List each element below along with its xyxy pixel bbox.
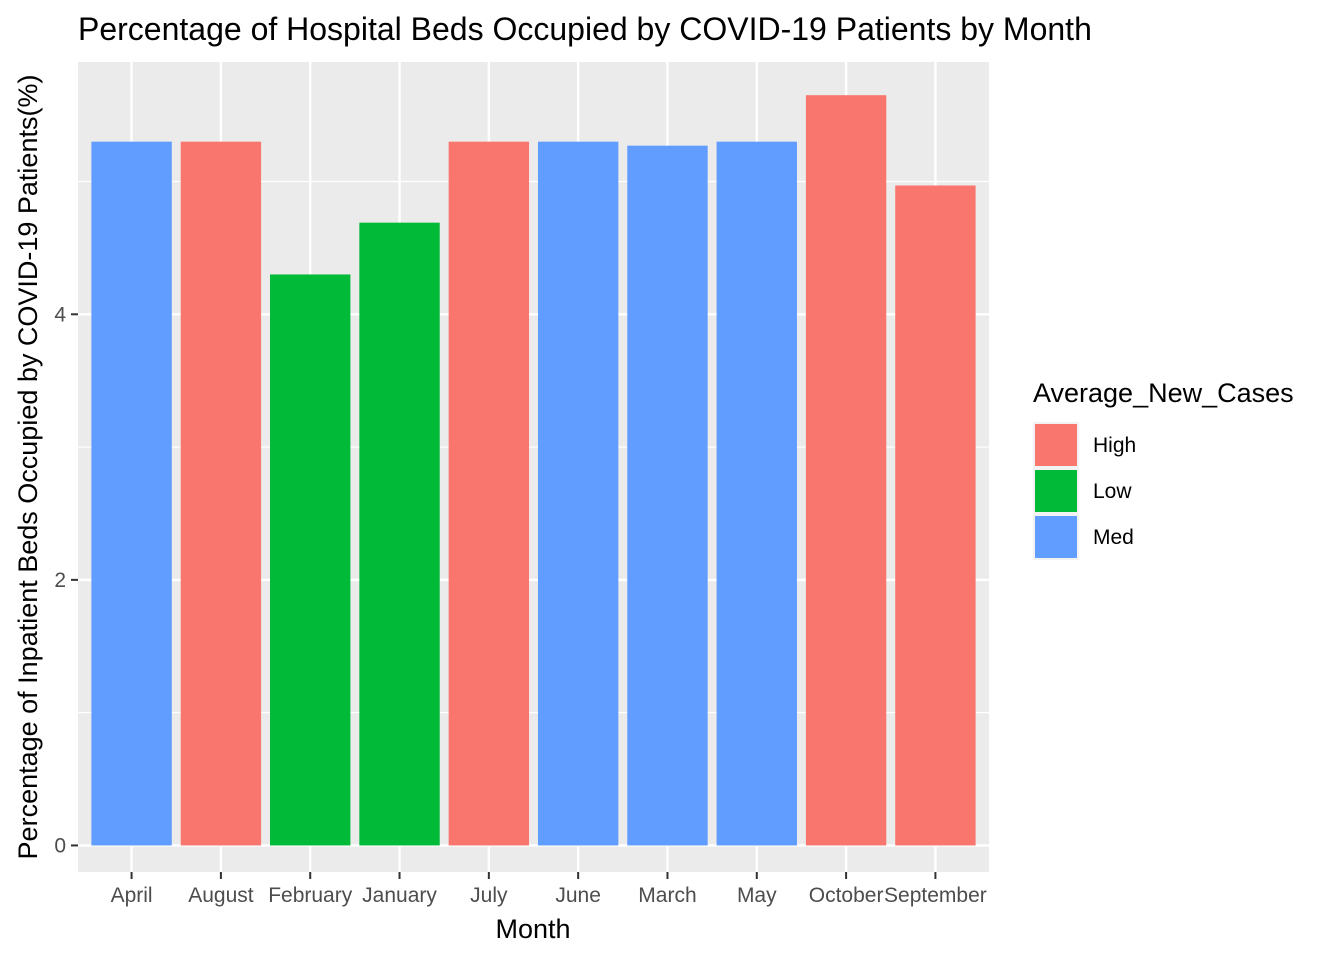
bars (91, 95, 976, 846)
x-axis: April August February January July June March M… (111, 872, 987, 907)
chart-title: Percentage of Hospital Beds Occupied by … (78, 11, 1092, 47)
x-axis-title: Month (495, 914, 570, 944)
bar (537, 141, 619, 846)
bar (895, 185, 976, 846)
legend-swatch (1035, 424, 1077, 466)
x-tick-label: August (188, 884, 254, 907)
x-tick-label: January (362, 884, 437, 907)
bar (180, 141, 262, 846)
legend-label: Low (1093, 480, 1132, 503)
bar (716, 141, 797, 846)
legend-label: High (1093, 434, 1136, 457)
legend-title: Average_New_Cases (1033, 378, 1294, 408)
legend-swatch (1035, 470, 1077, 512)
legend: Average_New_Cases High Low Med (1033, 378, 1294, 560)
y-axis: 0 2 4 (54, 303, 78, 857)
x-tick-label: July (470, 884, 508, 907)
x-tick-label: February (268, 884, 353, 907)
bar (270, 274, 351, 846)
legend-swatch (1035, 516, 1077, 558)
y-axis-title: Percentage of Inpatient Beds Occupied by… (13, 75, 43, 860)
bar (448, 141, 530, 846)
x-tick-label: October (809, 884, 884, 907)
bar (627, 145, 708, 846)
bar (359, 222, 440, 846)
x-tick-label: May (737, 884, 777, 907)
bar (91, 141, 172, 846)
legend-label: Med (1093, 526, 1134, 549)
x-tick-label: March (638, 884, 696, 907)
y-tick-label: 4 (54, 303, 66, 326)
y-tick-label: 2 (54, 569, 66, 592)
x-tick-label: April (111, 884, 153, 907)
bar (805, 95, 887, 846)
x-tick-label: June (555, 884, 601, 907)
x-tick-label: September (884, 884, 987, 907)
y-tick-label: 0 (54, 834, 66, 857)
